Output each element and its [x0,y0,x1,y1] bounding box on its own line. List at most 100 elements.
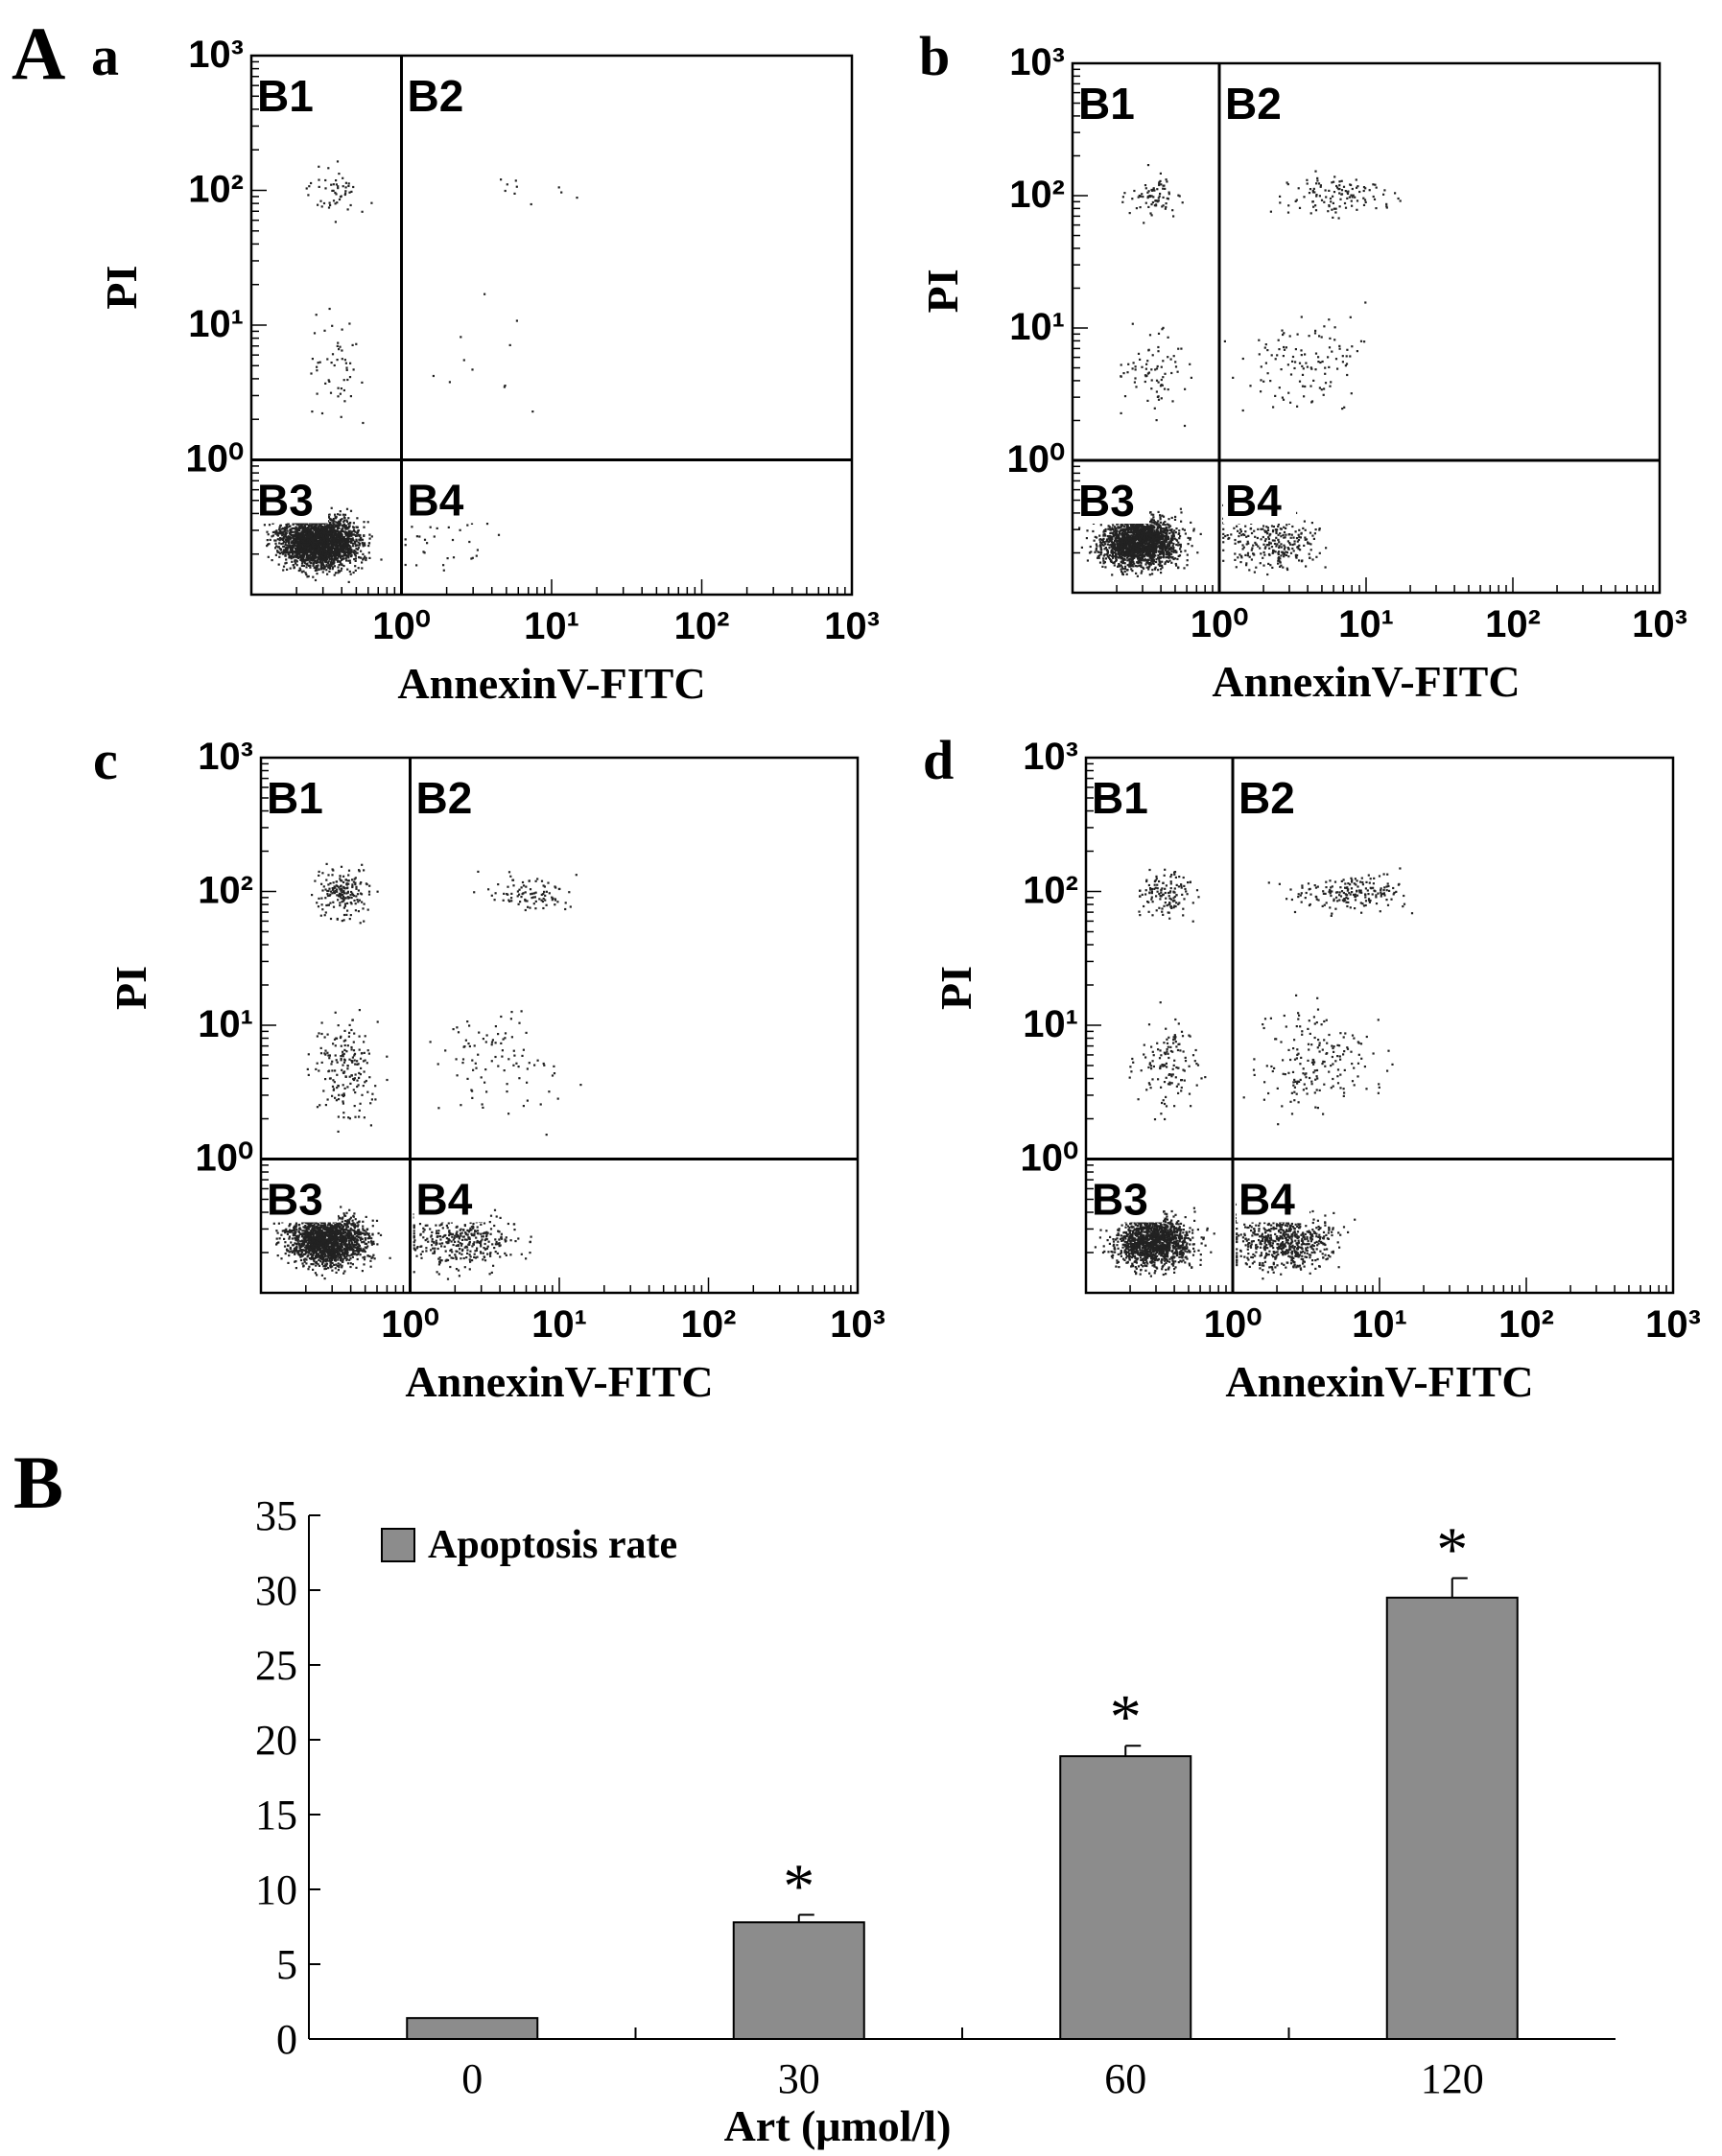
event-dot [1178,537,1181,540]
event-dot [1159,556,1162,559]
event-dot [1150,513,1153,516]
event-dot [1129,538,1132,541]
event-dot [1154,551,1157,553]
event-dot [315,545,318,548]
event-dot [1120,363,1122,366]
event-dot [1149,532,1152,535]
event-dot [358,544,361,547]
event-dot [415,535,418,538]
event-dot [354,530,357,533]
event-dot [1287,391,1290,394]
event-dot [1140,551,1143,553]
event-dot [1137,560,1140,563]
event-dot [1294,361,1297,363]
event-dot [1372,195,1375,199]
event-dot [1159,529,1162,532]
event-dot [364,555,366,558]
event-dot [1106,549,1109,551]
event-dot [1111,527,1114,529]
event-dot [1130,559,1133,562]
event-dot [1338,184,1341,187]
event-dot [287,526,290,528]
event-dot [1296,333,1299,336]
event-dot [329,518,332,521]
event-dot [309,546,312,549]
event-dot [355,551,358,554]
event-dot [329,563,332,566]
event-dot [1167,536,1169,539]
event-dot [342,554,345,557]
event-dot [335,544,338,547]
event-dot [1144,551,1147,554]
event-dot [362,543,365,546]
event-dot [318,527,320,530]
event-dot [1114,548,1117,551]
event-dot [1125,546,1128,549]
event-dot [1318,195,1321,198]
event-dot [1283,332,1286,335]
event-dot [346,378,349,382]
event-dot [301,527,304,529]
event-dot [1161,560,1164,563]
event-dot [1148,529,1151,532]
event-dot [334,524,337,527]
event-dot [289,527,292,531]
event-dot [304,572,307,574]
event-dot [342,527,344,530]
event-dot [342,554,344,557]
event-dot [295,554,298,557]
event-dot [1314,352,1318,355]
event-dot [287,552,291,555]
event-dot [320,543,323,547]
event-dot [313,562,316,565]
event-dot [1085,537,1088,540]
event-dot [327,566,330,569]
event-dot [323,544,326,547]
event-dot [1111,554,1114,558]
event-dot [300,530,303,533]
event-dot [1163,527,1166,530]
event-dot [330,524,334,527]
event-dot [1159,192,1162,196]
event-dot [1147,537,1150,540]
event-dot [1141,533,1144,536]
event-dot [271,559,273,562]
event-dot [348,551,351,553]
event-dot [1177,544,1180,547]
event-dot [339,543,342,546]
event-dot [515,185,518,188]
event-dot [1157,520,1160,523]
event-dot [292,523,295,526]
event-dot [333,520,336,523]
event-dot [1097,555,1099,558]
event-dot [1147,530,1150,533]
event-dot [320,568,323,571]
event-dot [1126,549,1130,551]
event-dot [1183,424,1187,428]
event-dot [1125,537,1128,540]
event-dot [1133,547,1136,551]
event-dot [309,528,313,531]
event-dot [348,570,351,573]
event-dot [282,569,285,572]
event-dot [1177,347,1180,350]
event-dot [315,567,318,570]
event-dot [342,540,345,543]
event-dot [296,542,299,545]
event-dot [308,548,311,551]
event-dot [332,518,335,521]
event-dot [341,558,343,561]
event-dot [341,567,343,570]
event-dot [1148,334,1152,337]
event-dot [1196,551,1199,554]
event-dot [282,535,286,538]
event-dot [1132,565,1135,568]
event-dot [298,534,301,537]
event-dot [310,531,313,535]
event-dot [1156,541,1159,544]
event-dot [313,550,317,553]
event-dot [316,566,318,569]
event-dot [1127,539,1130,543]
event-dot [341,358,343,361]
event-dot [1184,550,1187,552]
